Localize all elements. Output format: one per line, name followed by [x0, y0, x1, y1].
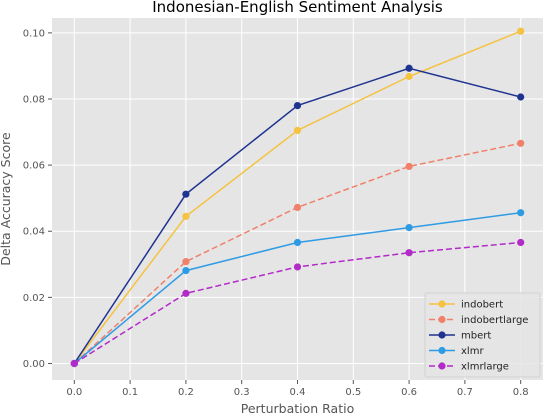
legend-marker-indobert: [438, 300, 446, 308]
data-point-xlmr: [517, 209, 525, 217]
legend-marker-indobertlarge: [438, 315, 446, 324]
legend: indobert indobertlarge mbert xlmr xlmrlarge: [424, 292, 541, 378]
y-tick-label: 0.10: [23, 28, 45, 39]
y-tick-label: 0.00: [23, 359, 45, 370]
y-tick-label: 0.08: [23, 94, 45, 105]
legend-box: [424, 292, 541, 378]
data-point-mbert: [517, 93, 525, 101]
data-point-xlmr: [182, 266, 190, 275]
legend-label-indobert: indobert: [461, 300, 503, 311]
data-point-indobertlarge: [517, 139, 525, 147]
x-tick-label: 0.3: [234, 387, 250, 398]
legend-label-mbert: mbert: [461, 331, 491, 342]
x-tick-label: 0.5: [345, 387, 361, 398]
y-axis-ticks: 0.00 0.02 0.04 0.06 0.08 0.10: [23, 28, 52, 370]
x-tick-label: 0.8: [513, 387, 529, 398]
series-points: [70, 27, 525, 368]
x-tick-label: 0.0: [66, 387, 82, 398]
x-axis-label: Perturbation Ratio: [241, 401, 355, 416]
chart-title: Indonesian-English Sentiment Analysis: [152, 0, 443, 16]
legend-label-xlmrlarge: xlmrlarge: [461, 362, 509, 373]
data-point-indobert: [182, 212, 190, 220]
data-point-mbert: [182, 190, 190, 198]
data-point-indobert: [517, 27, 525, 35]
data-point-xlmrlarge: [182, 289, 190, 297]
data-point-xlmrlarge: [293, 263, 302, 271]
data-point-indobertlarge: [293, 203, 302, 212]
data-point-xlmrlarge: [517, 238, 525, 247]
data-point-xlmr: [405, 223, 413, 232]
x-tick-label: 0.4: [290, 387, 306, 398]
x-tick-label: 0.6: [401, 387, 417, 398]
data-point-mbert: [293, 102, 302, 110]
data-point-mbert: [405, 64, 413, 72]
legend-label-indobertlarge: indobertlarge: [461, 315, 528, 326]
x-tick-label: 0.1: [122, 387, 138, 398]
data-point-indobert: [405, 72, 413, 81]
data-point-xlmrlarge: [405, 249, 413, 257]
legend-label-xlmr: xlmr: [461, 346, 484, 357]
data-point-indobertlarge: [405, 162, 413, 171]
x-axis-ticks: 0.0 0.1 0.2 0.3 0.4 0.5 0.6 0.7 0.8: [66, 380, 529, 398]
x-tick-label: 0.7: [457, 387, 473, 398]
y-tick-label: 0.04: [23, 227, 45, 238]
x-tick-label: 0.2: [178, 387, 194, 398]
legend-marker-mbert: [438, 331, 446, 339]
y-tick-label: 0.06: [23, 161, 45, 172]
data-point-xlmrlarge: [70, 359, 78, 368]
data-point-indobertlarge: [182, 258, 190, 266]
y-tick-label: 0.02: [23, 293, 45, 304]
y-axis-label: Delta Accuracy Score: [0, 132, 13, 266]
legend-marker-xlmrlarge: [438, 362, 446, 370]
data-point-indobert: [293, 126, 302, 135]
data-point-xlmr: [293, 238, 302, 247]
legend-marker-xlmr: [438, 346, 446, 355]
